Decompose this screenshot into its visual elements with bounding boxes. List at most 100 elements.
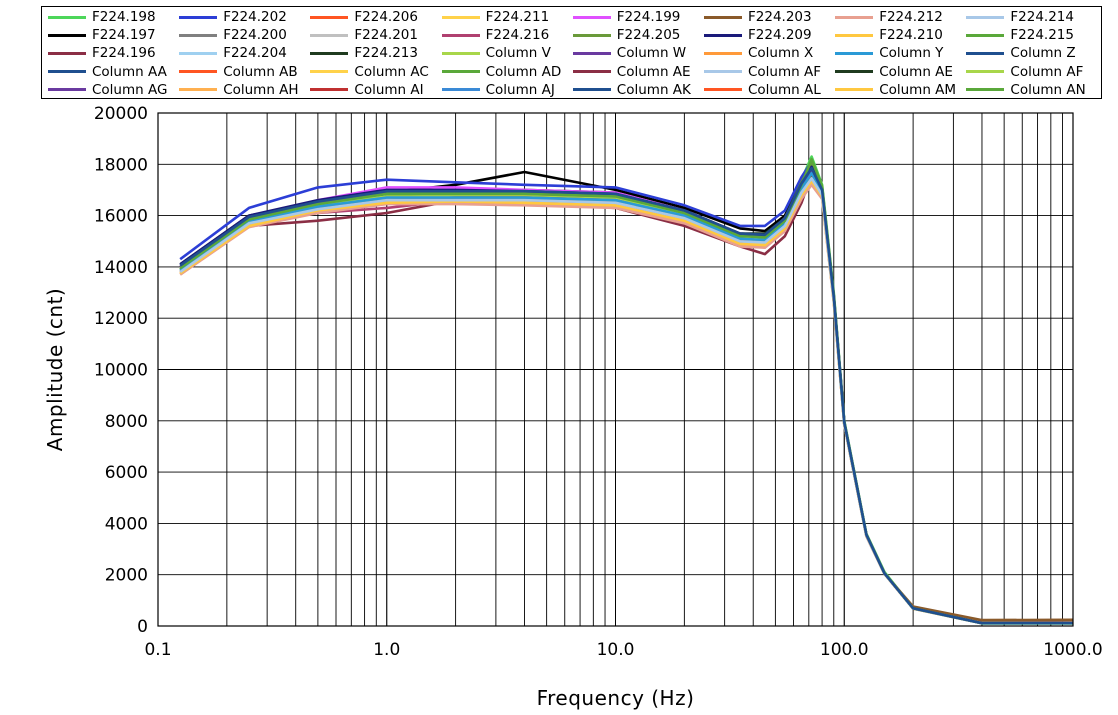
x-tick-label: 10.0 [597,640,635,660]
legend-label: F224.211 [485,9,550,25]
legend-swatch [441,88,480,92]
legend-swatch [704,15,742,19]
legend-item: F224.206 [310,8,418,26]
legend-item: Column AA [48,63,167,81]
legend-swatch [48,88,86,92]
legend-swatch [310,70,349,74]
series-line-f224-204 [179,175,1073,625]
series-line-f224-198 [179,155,1073,625]
series-line-f224-214 [179,177,1073,625]
legend-swatch [704,70,742,74]
legend-label: Column AF [748,63,821,80]
legend-swatch [966,15,1005,19]
legend-label: F224.204 [223,45,287,62]
legend-swatch [704,33,742,37]
series-line-f224-215 [179,157,1073,625]
legend-label: Column AB [223,63,298,80]
series-line-f224-209 [179,165,1073,625]
legend-label: Column AH [223,81,299,98]
legend-item: Column AB [179,63,298,81]
series-line-f224-200 [179,168,1073,625]
legend-swatch [835,88,874,92]
y-tick-label: 16000 [94,207,148,227]
legend-label: F224.214 [1010,9,1074,25]
series-line-f224-211 [179,181,1073,625]
legend-item: F224.197 [48,26,156,44]
series-line-column-x [179,181,1073,625]
legend-label: F224.201 [354,27,418,44]
series-line-f224-212 [179,183,1073,625]
legend-item: F224.216 [441,26,549,44]
legend-label: F224.197 [92,27,156,44]
legend-label: Column AL [748,81,821,98]
plot-frame [157,112,1074,627]
series-line-f224-199 [179,165,1073,625]
legend-label: F224.199 [616,9,681,25]
legend-item: F224.199 [572,8,681,26]
series-line-column-w [179,168,1073,625]
x-tick-label: 1.0 [373,640,400,660]
series-line-column-z [179,166,1073,625]
legend-swatch [835,51,874,55]
series-line-f224-202 [179,160,1073,625]
legend-label: Column AG [92,81,168,98]
legend-label: F224.209 [748,27,812,44]
legend-swatch [835,70,874,74]
legend-item: F224.200 [179,26,287,44]
legend-swatch [966,88,1005,92]
legend-item: F224.196 [48,44,156,62]
x-tick-label: 0.1 [144,640,171,660]
legend-swatch [441,51,480,55]
legend-label: Column AJ [485,81,555,98]
legend-label: F224.196 [92,45,156,62]
legend-label: Column Z [1010,45,1076,62]
legend-swatch [572,15,611,19]
series-line-f224-201 [179,178,1073,625]
y-tick-labels: 0 2000 4000 6000 8000 10000 12000 14000 16000 180… [94,104,148,637]
series-line-f224-210 [179,179,1073,625]
legend-swatch [441,15,480,19]
legend-item: Column AG [48,81,167,99]
legend-label: F224.212 [879,9,943,25]
legend-item: Column AM [835,81,956,99]
legend-swatch [704,51,742,55]
legend-item: Column AE [835,63,953,81]
legend-label: F224.202 [223,9,287,25]
legend-swatch [179,33,218,37]
legend-item: F224.215 [966,26,1074,44]
y-tick-label: 2000 [105,566,148,586]
legend-swatch [572,70,611,74]
legend-swatch [704,88,742,92]
legend-item: Column AH [179,81,299,99]
legend-swatch [48,70,86,74]
legend-swatch [441,33,480,37]
legend-item: Column V [441,44,551,62]
legend-item: F224.214 [966,8,1074,26]
legend-swatch [179,88,218,92]
legend-label: F224.203 [748,9,812,25]
legend-item: F224.204 [179,44,287,62]
legend-label: Column AD [485,63,562,80]
x-tick-label: 1000.0 [1043,640,1102,660]
legend-item: F224.201 [310,26,418,44]
legend-item: Column AN [966,81,1086,99]
series-line-f224-206 [179,173,1073,625]
y-tick-label: 6000 [105,463,148,483]
series-line-f224-205 [179,163,1073,625]
legend-label: Column Y [879,45,944,62]
legend-item: Column AE [572,63,691,81]
legend-item: F224.213 [310,44,418,62]
legend-item: Column Z [966,44,1076,62]
legend-swatch [572,88,611,92]
y-tick-label: 18000 [94,155,148,175]
y-tick-label: 4000 [105,514,148,534]
legend-label: F224.215 [1010,27,1074,44]
legend-item: Column AD [441,63,562,81]
legend-swatch [572,51,611,55]
series-line-f224-197 [179,165,1073,625]
legend-swatch [48,33,86,37]
legend-swatch [310,88,349,92]
x-tick-label: 100.0 [820,640,869,660]
y-tick-label: 20000 [94,104,148,124]
